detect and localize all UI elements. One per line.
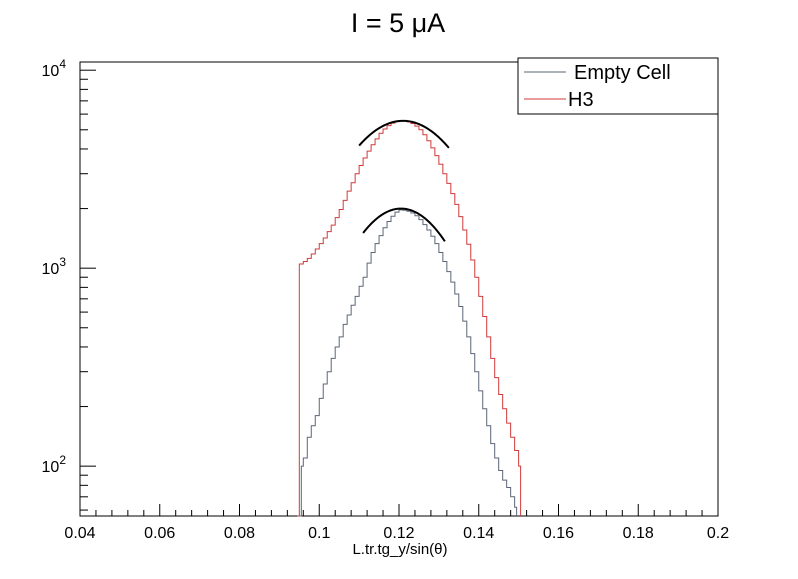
- x-tick-label: 0.08: [224, 525, 255, 542]
- series-h3: [297, 120, 522, 517]
- legend-label-empty-cell: Empty Cell: [574, 62, 671, 84]
- y-axis-ticks: [80, 69, 96, 511]
- series-empty-cell: [299, 209, 518, 517]
- y-axis-tick-labels: 102 103 104: [42, 57, 67, 476]
- x-axis-label: L.tr.tg_y/sin(θ): [352, 541, 447, 558]
- fit-layer: [358, 119, 450, 242]
- gaussian-fit-2: [358, 119, 450, 149]
- x-tick-label: 0.18: [623, 525, 654, 542]
- x-tick-label: 0.2: [707, 525, 729, 542]
- x-tick-label: 0.14: [463, 525, 494, 542]
- x-axis-ticks: [79, 504, 719, 516]
- legend: Empty Cell H3: [517, 57, 719, 115]
- y-tick-label: 103: [42, 255, 67, 278]
- plot-frame: [79, 61, 719, 517]
- x-tick-label: 0.16: [543, 525, 574, 542]
- legend-box: [517, 57, 719, 115]
- y-tick-label: 104: [42, 57, 67, 80]
- chart-title: I = 5 μA: [351, 8, 445, 38]
- y-tick-label: 102: [42, 453, 67, 476]
- x-axis-tick-labels: 0.04 0.06 0.08 0.1 0.12 0.14 0.16 0.18 0.2: [64, 525, 729, 542]
- gaussian-fit-1: [362, 207, 446, 242]
- x-tick-label: 0.04: [64, 525, 95, 542]
- series-layer: [297, 120, 522, 517]
- x-tick-label: 0.1: [308, 525, 330, 542]
- x-tick-label: 0.06: [144, 525, 175, 542]
- x-tick-label: 0.12: [383, 525, 414, 542]
- legend-label-h3: H3: [568, 89, 594, 111]
